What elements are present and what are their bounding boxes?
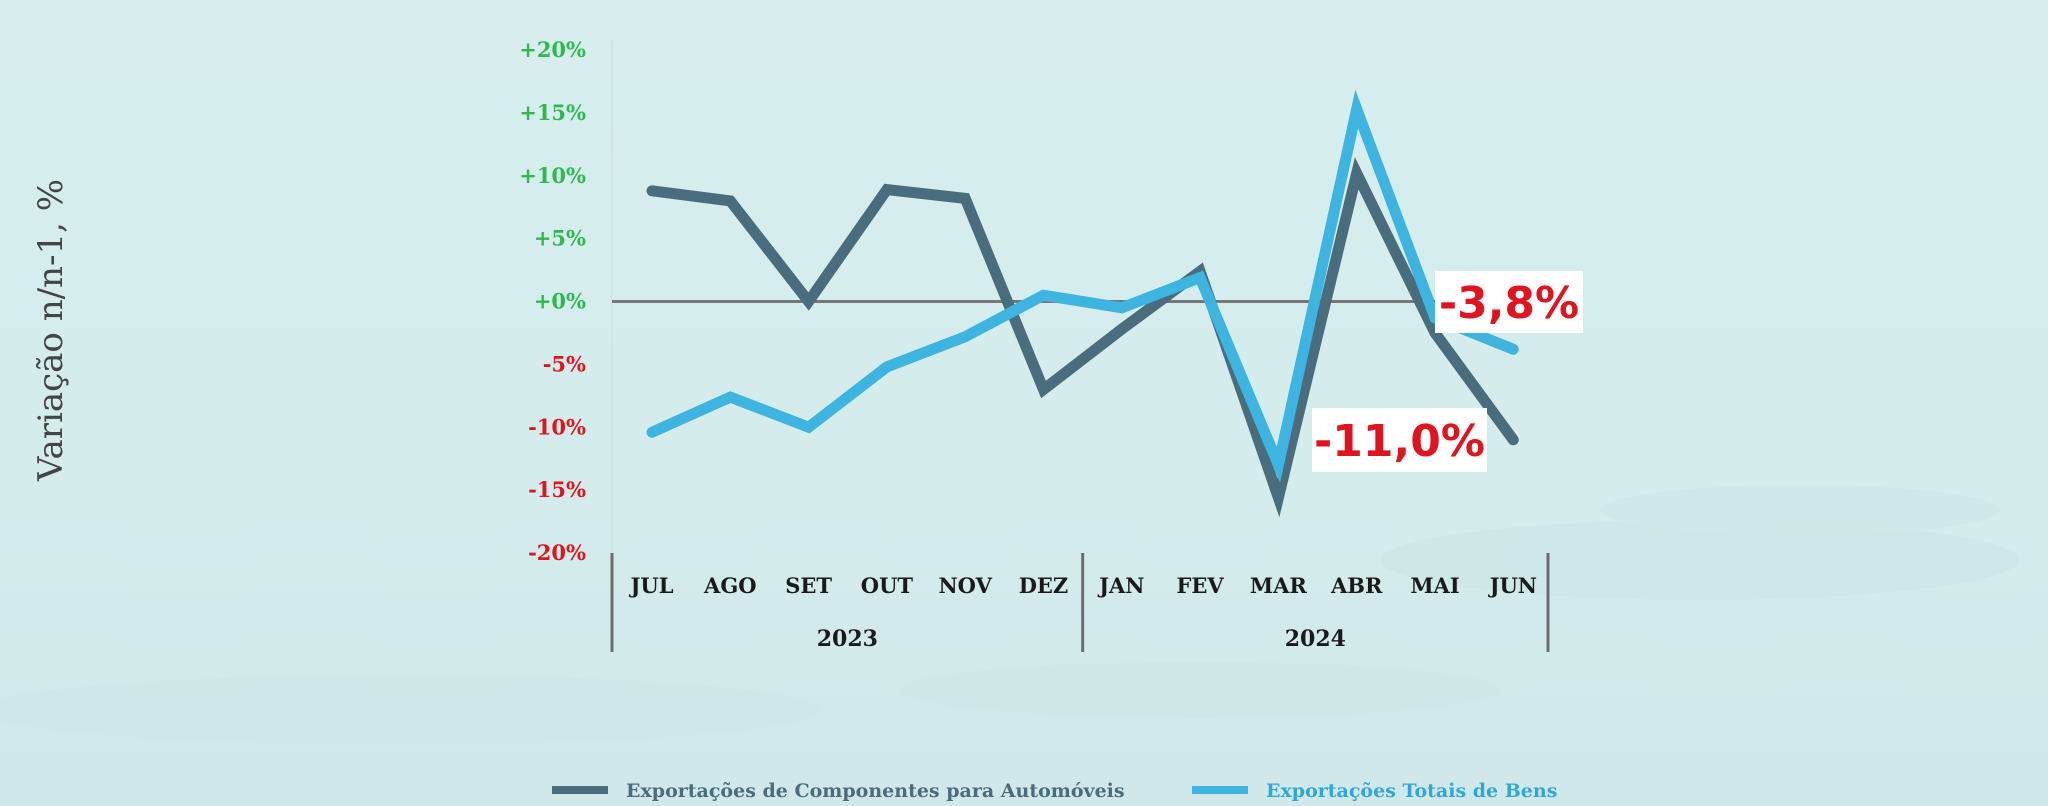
legend-item-2: Exportações Totais de Bens: [1192, 780, 1557, 802]
x-tick-label: JUN: [1488, 573, 1537, 598]
y-tick-label: +15%: [519, 100, 586, 125]
legend: Exportações de Componentes para Automóve…: [552, 780, 1557, 802]
y-tick-label: -20%: [528, 540, 586, 565]
legend-label: Exportações Totais de Bens: [1266, 780, 1557, 802]
callout-2: -11,0%: [1312, 408, 1487, 472]
y-axis-label: Variação n/n-1, %: [31, 179, 71, 482]
x-tick-label: ABR: [1330, 573, 1383, 598]
series-line-2: [646, 89, 1519, 484]
x-tick-label: JUL: [628, 573, 673, 598]
callout-label: -3,8%: [1439, 278, 1579, 329]
x-group-label: 2023: [817, 626, 878, 652]
x-tick-label: OUT: [861, 573, 914, 598]
y-tick-label: -10%: [528, 414, 586, 439]
callout-box: [1312, 408, 1487, 472]
y-tick-label: +20%: [519, 37, 586, 62]
legend-label: Exportações de Componentes para Automóve…: [626, 780, 1125, 802]
x-tick-label: JAN: [1097, 573, 1144, 598]
x-tick-label: FEV: [1176, 573, 1224, 598]
callout-1: -3,8%: [1435, 271, 1583, 333]
background-decoration: [0, 485, 2020, 745]
x-tick-label: DEZ: [1019, 573, 1069, 598]
y-tick-label: +0%: [534, 289, 586, 314]
series-lines: [646, 89, 1519, 518]
callouts: -3,8% -11,0%: [1312, 271, 1583, 472]
y-tick-label: +5%: [534, 226, 586, 251]
y-tick-label: +10%: [519, 163, 586, 188]
y-axis-ticks: +20% +15% +10% +5% +0% -5% -10% -15% -20%: [519, 37, 586, 565]
x-axis: JUL AGO SET OUT NOV DEZ JAN FEV MAR ABR MAI JUN 2023…: [610, 553, 1550, 652]
series-line-1: [646, 157, 1519, 518]
x-tick-label: MAI: [1410, 573, 1459, 598]
x-tick-label: AGO: [703, 573, 757, 598]
x-tick-label: NOV: [938, 573, 992, 598]
y-tick-label: -5%: [543, 351, 586, 376]
callout-box: [1435, 271, 1583, 333]
y-tick-label: -15%: [528, 477, 586, 502]
x-group-label: 2024: [1285, 626, 1346, 652]
x-tick-label: MAR: [1250, 573, 1308, 598]
callout-label: -11,0%: [1314, 416, 1485, 467]
x-tick-label: SET: [785, 573, 832, 598]
legend-item-1: Exportações de Componentes para Automóve…: [552, 780, 1125, 802]
